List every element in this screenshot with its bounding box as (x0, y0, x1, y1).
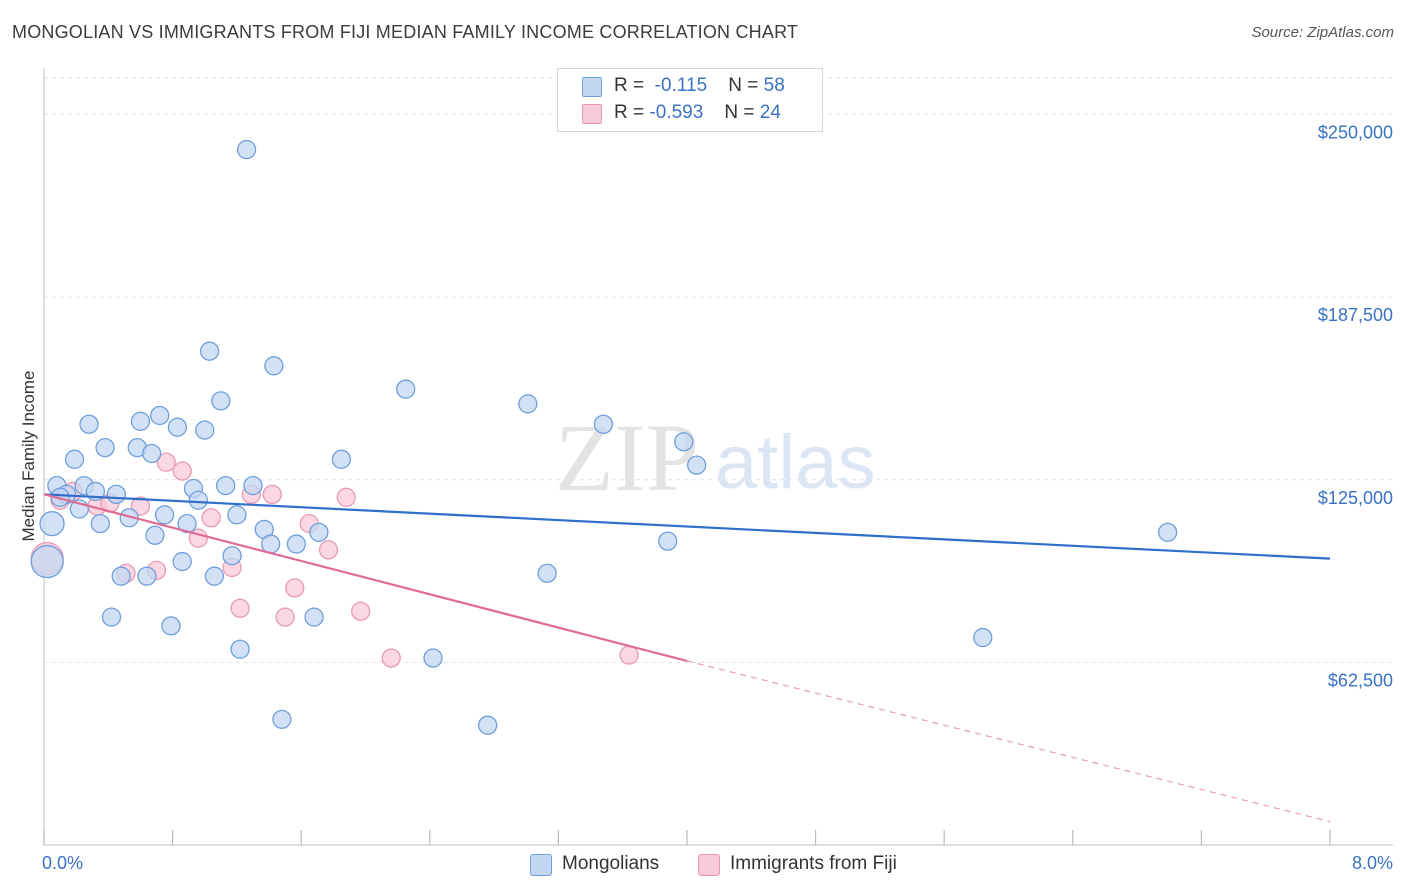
mongolians-point-39 (264, 356, 284, 376)
legend-label-fiji: Immigrants from Fiji (730, 853, 897, 874)
fiji-point-16 (275, 607, 295, 627)
fiji-point-20 (336, 487, 356, 507)
legend-swatch-blue (582, 77, 602, 97)
chart-source: Source: ZipAtlas.com (1251, 24, 1394, 41)
mongolians-point-6 (79, 414, 99, 434)
mongolians-point-11 (106, 484, 126, 505)
mongolians-point-30 (211, 391, 231, 411)
trend-line-fiji (43, 493, 688, 662)
fiji-point-9 (172, 461, 192, 481)
mongolians-point-51 (658, 531, 678, 551)
mongolians-point-50 (593, 414, 614, 434)
y-tick-label-0: $62,500 (1328, 670, 1393, 690)
mongolians-point-34 (230, 639, 250, 659)
mongolians-point-52 (674, 432, 694, 452)
mongolians-point-9 (95, 437, 115, 458)
mongolians-point-44 (331, 449, 352, 469)
tick-labels: $62,500 $125,000 $187,500 $250,000 0.0% 8.0% (42, 123, 1393, 873)
fiji-point-23 (619, 645, 639, 665)
mongolians-point-35 (236, 139, 257, 160)
mongolians-point-10 (101, 607, 122, 627)
mongolians-point-17 (142, 443, 162, 464)
mongolians-point-27 (195, 420, 215, 440)
mongolians-point-29 (204, 566, 225, 586)
mongolians-point-0 (39, 510, 65, 537)
mongolians-point-15 (130, 411, 151, 431)
fiji-point-17 (285, 578, 305, 598)
x-tick-label-1: 8.0% (1352, 853, 1393, 873)
series-mongolians-points (30, 139, 1178, 735)
y-axis-label: Median Family Income (19, 370, 38, 541)
legend-label-mongolians: Mongolians (562, 853, 660, 874)
mongolians-point-54 (973, 627, 993, 648)
mongolians-point-43 (309, 522, 329, 543)
mongolians-point-41 (286, 534, 307, 554)
grid-lines (44, 77, 1393, 663)
legend-swatch-mongolians (530, 854, 552, 876)
mongolians-point-55 (1157, 522, 1178, 543)
mongolians-point-22 (167, 417, 188, 437)
mongolians-point-19 (150, 405, 170, 426)
fiji-point-15 (262, 484, 282, 505)
mongolians-point-16 (137, 566, 157, 586)
stats-legend: R = -0.115 N = 58 R = -0.593 N = 24 (557, 68, 823, 132)
chart-title: MONGOLIAN VS IMMIGRANTS FROM FIJI MEDIAN… (12, 22, 799, 42)
axes (43, 68, 1393, 846)
mongolians-point-53 (686, 455, 707, 475)
fiji-point-11 (201, 508, 221, 528)
mongolians-point-20 (154, 505, 175, 525)
series-legend: Mongolians Immigrants from Fiji (0, 852, 1406, 878)
legend-stats-mongolians: R = -0.115 N = 58 (614, 75, 785, 96)
mongolians-point-28 (199, 341, 220, 361)
mongolians-point-32 (222, 546, 242, 566)
fiji-point-19 (318, 540, 339, 560)
mongolians-point-42 (304, 607, 324, 627)
mongolians-point-33 (227, 505, 247, 525)
y-tick-label-1: $125,000 (1318, 488, 1393, 508)
mongolians-point-49 (537, 563, 557, 583)
fiji-point-8 (156, 452, 176, 472)
zipatlas-watermark: ZIP atlas (555, 404, 876, 511)
mongolians-point-31 (215, 475, 236, 496)
mongolians-point-8 (90, 513, 110, 534)
mongolians-point-46 (423, 648, 443, 668)
fiji-point-13 (230, 598, 250, 618)
x-tick-label-0: 0.0% (42, 853, 83, 873)
mongolians-point-23 (172, 551, 192, 572)
trend-line-mongolians (43, 493, 1331, 560)
watermark-zip: ZIP (555, 404, 699, 511)
y-tick-label-2: $187,500 (1318, 305, 1393, 325)
mongolians-point-21 (161, 616, 181, 636)
mongolians-point-3 (64, 449, 85, 469)
mongolians-point-24 (177, 513, 197, 534)
mongolians-point-26 (188, 490, 208, 510)
trend-line-fiji-extension (686, 660, 1331, 823)
mongolians-point-18 (145, 525, 165, 545)
trend-lines (43, 493, 1331, 823)
mongolians-point-56 (30, 544, 64, 579)
mongolians-point-45 (396, 379, 416, 399)
legend-stats-fiji: R = -0.593 N = 24 (614, 102, 781, 123)
y-tick-label-3: $250,000 (1318, 123, 1393, 143)
mongolians-point-36 (243, 475, 263, 496)
legend-swatch-pink (582, 104, 602, 124)
legend-swatch-fiji (698, 854, 720, 876)
mongolians-point-47 (478, 715, 498, 735)
mongolians-point-12 (111, 566, 131, 586)
fiji-point-6 (130, 496, 151, 516)
fiji-point-22 (381, 648, 401, 668)
fiji-point-21 (351, 601, 371, 621)
mongolians-point-48 (518, 394, 538, 414)
mongolians-point-40 (272, 709, 292, 730)
watermark-atlas: atlas (715, 420, 876, 505)
series-fiji-points (30, 452, 639, 668)
